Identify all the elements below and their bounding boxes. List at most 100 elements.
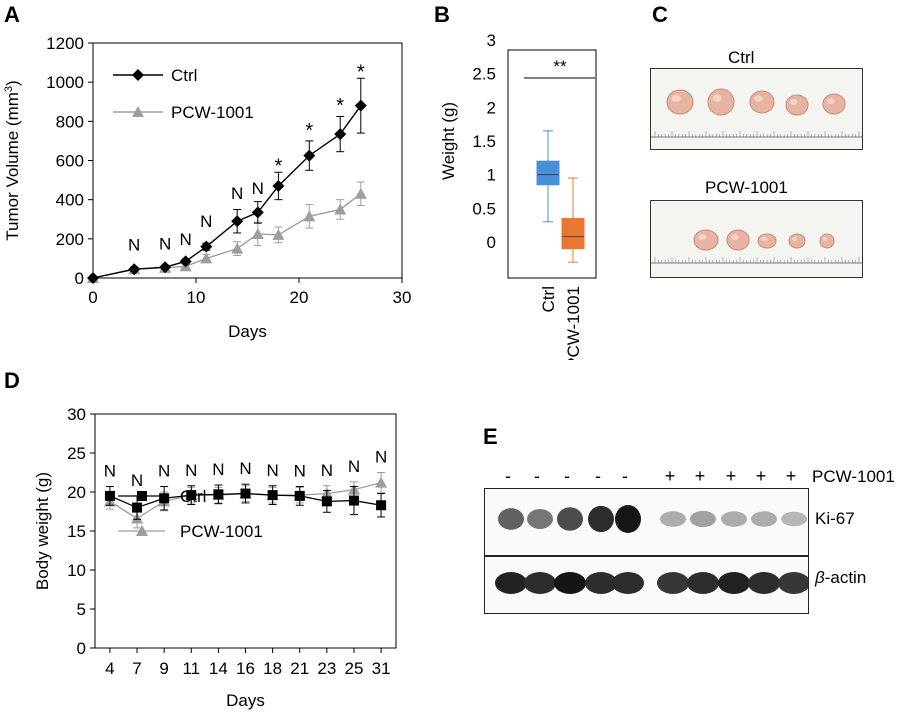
x-axis-label: Days — [228, 322, 267, 341]
data-point-ctrl — [376, 500, 387, 511]
data-point-ctrl — [213, 489, 224, 500]
data-point-ctrl — [334, 128, 347, 141]
annotation-marker: N — [239, 459, 251, 478]
panel-letter-e: E — [483, 424, 498, 449]
y-tick-label: 5 — [77, 600, 86, 619]
tumor — [822, 93, 846, 115]
panel-a-tumor-volume-chart: 0 200 400 600 800 1000 1200 0 10 20 30 Days Tumor Vo… — [3, 34, 411, 341]
treatment-sign: + — [695, 466, 706, 486]
legend-label: Ctrl — [180, 487, 206, 506]
annotation-marker: * — [305, 120, 313, 142]
panel-letter-d: D — [4, 368, 20, 393]
treatment-sign: + — [726, 466, 737, 486]
tumor — [749, 90, 775, 114]
y-tick-label: 400 — [56, 191, 84, 210]
ctrl-tumors-image — [651, 88, 862, 138]
y-tick-label: 15 — [67, 522, 86, 541]
legend-marker — [136, 525, 148, 536]
tumor-highlight — [730, 234, 739, 240]
annotation-marker: N — [294, 462, 306, 481]
treatment-sign: + — [756, 466, 767, 486]
annotation-marker: N — [104, 462, 116, 481]
actin-band — [524, 572, 556, 594]
data-point-pcw — [251, 227, 264, 239]
annotation-marker: N — [231, 184, 243, 203]
ki67-band — [660, 511, 686, 527]
legend-label: PCW-1001 — [171, 103, 254, 122]
panel-d-body-weight-chart: 0 5 10 15 20 25 30 4 7 9 11 14 16 18 21 23 25 31 Days Body … — [33, 405, 397, 710]
data-point-ctrl — [354, 99, 367, 112]
blot-treatment-label: PCW-1001 — [812, 467, 895, 486]
tumor-highlight — [712, 94, 722, 102]
significance-marker: ** — [553, 57, 567, 76]
y-tick-label: 800 — [56, 112, 84, 131]
data-point-ctrl — [240, 488, 251, 499]
x-tick-label: 20 — [290, 288, 309, 307]
actin-band — [585, 572, 617, 594]
legend-marker — [132, 106, 144, 117]
annotation-marker: * — [357, 61, 365, 83]
annotation-marker: N — [348, 457, 360, 476]
data-point-ctrl — [321, 496, 332, 507]
tumor-highlight — [822, 236, 828, 241]
tumor — [788, 233, 806, 249]
panel-b-weight-boxplot: 0 0.5 1 1.5 2 2.5 3 Weight (g) Ctrl PCW-1001 ** — [439, 31, 597, 360]
treatment-sign: + — [786, 466, 797, 486]
x-tick-label: 14 — [209, 659, 228, 678]
y-tick-label: 20 — [67, 483, 86, 502]
data-point-ctrl — [294, 490, 305, 501]
x-tick-label: 10 — [187, 288, 206, 307]
y-tick-label: 1000 — [46, 73, 84, 92]
x-tick-label: 25 — [345, 659, 364, 678]
data-point-ctrl — [179, 255, 192, 268]
pcw-tumors-image — [651, 229, 862, 264]
annotation-marker: N — [180, 230, 192, 249]
blot-ki67-label: Ki-67 — [815, 509, 855, 528]
data-point-ctrl — [272, 179, 285, 192]
treatment-sign: - — [534, 466, 540, 486]
actin-band — [495, 572, 527, 594]
y-tick-label: 1200 — [46, 34, 84, 53]
actin-band — [687, 572, 719, 594]
actin-band — [554, 572, 586, 594]
y-axis-label: Weight (g) — [439, 102, 458, 180]
actin-band — [612, 572, 644, 594]
tumor-highlight — [754, 95, 763, 102]
y-tick-label: 30 — [67, 405, 86, 424]
legend-marker — [132, 69, 144, 81]
y-tick-label: 2 — [487, 98, 496, 117]
panel-letter-b: B — [434, 2, 450, 27]
tumor — [819, 233, 835, 249]
panel-letter-a: A — [4, 2, 20, 27]
legend-marker — [137, 491, 147, 501]
ki67-band — [498, 508, 524, 530]
blot-actin-label: β-actin — [815, 568, 866, 588]
box-pcw — [561, 217, 585, 250]
x-tick-label: 18 — [263, 659, 282, 678]
x-tick-label: 7 — [132, 659, 141, 678]
y-tick-label: 0 — [487, 233, 496, 252]
tumor — [785, 94, 809, 116]
photo-pcw-tumors — [650, 200, 863, 278]
panel-letter-c: C — [652, 2, 668, 27]
y-tick-label: 1 — [487, 166, 496, 185]
data-point-pcw — [334, 203, 347, 215]
data-point-ctrl — [186, 490, 197, 501]
treatment-sign: + — [665, 466, 676, 486]
data-point-ctrl — [348, 495, 359, 506]
ki67-band — [751, 511, 777, 527]
annotation-marker: N — [321, 461, 333, 480]
data-point-ctrl — [128, 263, 141, 276]
tumor-highlight — [761, 236, 768, 241]
ki67-band — [527, 509, 553, 529]
x-tick-label: 21 — [290, 659, 309, 678]
x-tick-label: 9 — [159, 659, 168, 678]
ki67-band — [557, 507, 583, 531]
tumor-highlight — [826, 98, 835, 104]
data-point-ctrl — [303, 149, 316, 162]
treatment-sign: - — [622, 466, 628, 486]
tumor — [693, 229, 719, 251]
data-point-pcw — [303, 210, 316, 222]
y-tick-label: 600 — [56, 152, 84, 171]
annotation-marker: N — [131, 471, 143, 490]
